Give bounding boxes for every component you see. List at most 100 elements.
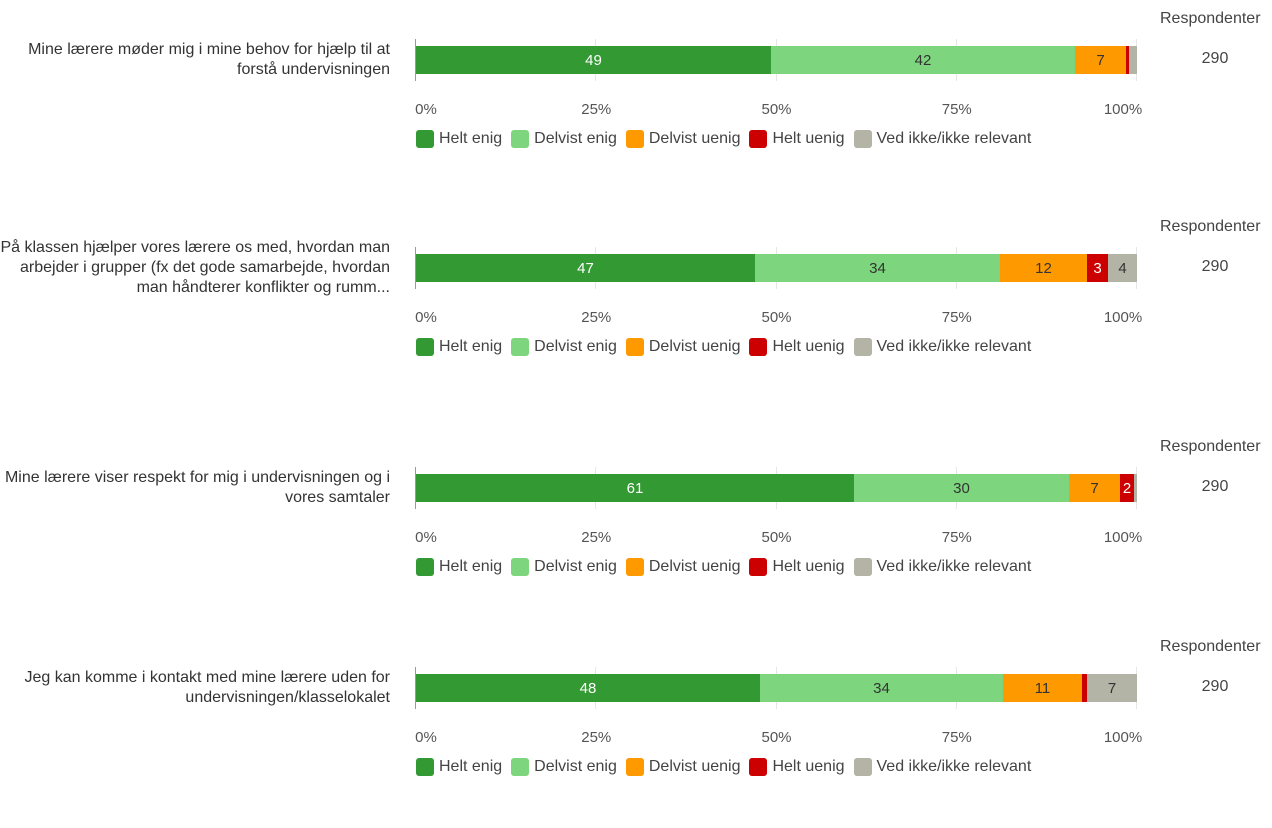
data-label: 4 xyxy=(1118,259,1127,277)
legend-item: Delvist enig xyxy=(511,338,617,356)
bar-segment: 12 xyxy=(1000,254,1087,282)
data-label: 7 xyxy=(1096,51,1105,69)
legend-swatch xyxy=(511,130,530,148)
legend-item: Delvist enig xyxy=(511,558,617,576)
legend-item: Delvist enig xyxy=(511,130,617,148)
legend-item: Helt enig xyxy=(416,338,502,356)
data-label: 34 xyxy=(873,679,890,697)
legend: Helt enig Delvist enig Delvist uenig Helt u… xyxy=(416,758,1040,776)
bar-segment: 4 xyxy=(1108,254,1137,282)
legend-swatch xyxy=(749,758,768,776)
legend-swatch xyxy=(749,558,768,576)
respondents-header: Respondenter xyxy=(1160,638,1261,655)
legend-label: Delvist uenig xyxy=(648,558,741,575)
legend-item: Ved ikke/ikke relevant xyxy=(853,338,1031,356)
x-tick-label: 100% xyxy=(1103,529,1143,546)
legend-label: Delvist uenig xyxy=(648,338,741,355)
data-label: 3 xyxy=(1093,259,1102,277)
bar-segment: 7 xyxy=(1069,474,1120,502)
data-label: 34 xyxy=(869,259,886,277)
bar-segment: 2 xyxy=(1120,474,1134,502)
legend-item: Delvist uenig xyxy=(625,558,741,576)
legend-item: Delvist uenig xyxy=(625,758,740,776)
x-tick-label: 50% xyxy=(761,529,792,546)
data-label: 61 xyxy=(626,479,644,497)
x-tick-label: 75% xyxy=(941,529,972,546)
legend-item: Ved ikke/ikke relevant xyxy=(853,558,1032,576)
bar-segment: 42 xyxy=(771,46,1075,74)
legend-label: Ved ikke/ikke relevant xyxy=(876,558,1032,575)
data-label: 12 xyxy=(1035,259,1052,277)
x-tick-label: 50% xyxy=(761,101,792,118)
legend-swatch xyxy=(416,758,434,776)
legend-swatch xyxy=(416,558,434,576)
legend-swatch xyxy=(853,130,872,148)
legend-label: Ved ikke/ikke relevant xyxy=(876,758,1032,775)
legend-label: Delvist enig xyxy=(534,758,617,775)
bar-segment xyxy=(1126,46,1129,74)
legend-swatch xyxy=(416,338,434,356)
legend-swatch xyxy=(625,338,644,356)
chart-block: Respondenter 290 Jeg kan komme i kontakt m… xyxy=(0,628,1272,828)
legend-item: Helt enig xyxy=(416,130,502,148)
data-label: 49 xyxy=(585,51,602,69)
respondents-value: 290 xyxy=(1201,478,1229,495)
bar-segment: 11 xyxy=(1003,674,1082,702)
legend-item: Helt enig xyxy=(416,558,502,576)
legend-label: Delvist uenig xyxy=(648,130,741,147)
x-tick-label: 75% xyxy=(941,309,972,326)
legend-swatch xyxy=(853,758,872,776)
legend-label: Helt uenig xyxy=(772,758,845,775)
bar-segment: 30 xyxy=(854,474,1069,502)
question-label: Mine lærere møder mig i mine behov for h… xyxy=(28,41,390,78)
question-label: Mine lærere viser respekt for mig i unde… xyxy=(4,469,390,506)
x-tick-label: 50% xyxy=(761,729,792,746)
data-label: 7 xyxy=(1090,479,1099,497)
legend-swatch xyxy=(749,338,768,356)
x-tick-label: 25% xyxy=(581,529,612,546)
respondents-header: Respondenter xyxy=(1160,10,1261,27)
question-label: Jeg kan komme i kontakt med mine lærere … xyxy=(24,669,391,706)
respondents-value: 290 xyxy=(1201,678,1229,695)
legend-label: Ved ikke/ikke relevant xyxy=(876,130,1032,147)
data-label: 2 xyxy=(1122,479,1132,497)
respondents-header: Respondenter xyxy=(1160,438,1261,455)
legend-swatch xyxy=(625,130,644,148)
stacked-bar: 49 42 7 xyxy=(416,46,1137,74)
y-axis-line xyxy=(415,667,416,709)
bar-segment: 34 xyxy=(760,674,1003,702)
legend-label: Helt enig xyxy=(439,130,503,147)
x-tick-label: 100% xyxy=(1103,309,1143,326)
chart-block: Respondenter 290 På klassen hjælper vores … xyxy=(0,208,1272,408)
respondents-value: 290 xyxy=(1201,50,1229,67)
bar-segment: 34 xyxy=(755,254,1000,282)
legend-label: Helt uenig xyxy=(772,558,845,575)
bar-segment: 7 xyxy=(1075,46,1126,74)
x-tick-label: 75% xyxy=(941,729,972,746)
legend-label: Delvist enig xyxy=(534,558,617,575)
x-tick-label: 100% xyxy=(1103,101,1143,118)
stacked-bar: 47 34 12 3 4 xyxy=(416,254,1137,282)
respondents-header: Respondenter xyxy=(1160,218,1261,235)
bar-segment xyxy=(1082,674,1087,702)
legend-item: Delvist enig xyxy=(511,758,617,776)
x-tick-label: 25% xyxy=(581,309,612,326)
legend-item: Helt uenig xyxy=(749,338,845,356)
bar-segment: 7 xyxy=(1087,674,1137,702)
x-tick-label: 50% xyxy=(761,309,792,326)
bar-segment: 61 xyxy=(416,474,854,502)
survey-charts: Respondenter 290 Mine lærere møder mig i m… xyxy=(0,10,1272,776)
legend-swatch xyxy=(625,758,644,776)
x-tick-label: 100% xyxy=(1103,729,1143,746)
legend-item: Helt enig xyxy=(416,758,502,776)
question-label: På klassen hjælper vores lærere os med, … xyxy=(0,239,390,296)
bar-segment xyxy=(1129,46,1137,74)
legend-label: Helt uenig xyxy=(772,130,845,147)
legend-swatch xyxy=(511,758,530,776)
legend: Helt enig Delvist enig Delvist uenig Helt u… xyxy=(416,558,1040,576)
data-label: 42 xyxy=(914,51,932,69)
bar-segment xyxy=(1134,474,1137,502)
x-tick-label: 0% xyxy=(415,309,437,326)
legend-swatch xyxy=(511,338,530,356)
x-tick-label: 0% xyxy=(415,729,437,746)
